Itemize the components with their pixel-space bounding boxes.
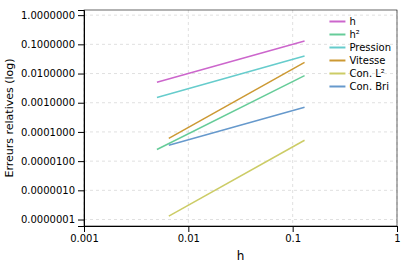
legend-item: h — [329, 16, 355, 27]
legend-swatch — [329, 60, 345, 62]
y-grid-line — [84, 219, 397, 220]
legend: h h² Pression Vitesse Con. L² Con. Bri — [329, 16, 391, 92]
legend-label: Pression — [349, 42, 391, 53]
grid — [84, 10, 397, 226]
x-tick-mark — [397, 226, 398, 232]
x-tick: 0.1 — [285, 226, 301, 244]
y-tick-mark — [78, 15, 84, 16]
y-tick-mark — [78, 132, 84, 133]
legend-swatch — [329, 47, 345, 49]
legend-swatch — [329, 73, 345, 75]
series-line — [169, 140, 305, 216]
y-tick: 0.0100000 — [21, 68, 84, 79]
y-tick: 0.0010000 — [21, 97, 84, 108]
x-axis-line — [85, 227, 398, 233]
y-tick-mark — [78, 190, 84, 191]
legend-swatch — [329, 21, 345, 23]
y-tick-label: 0.0100000 — [21, 68, 75, 79]
y-tick-label: 0.0001000 — [21, 127, 75, 138]
y-tick-label: 0.0000001 — [21, 214, 75, 225]
x-grid-line — [188, 10, 189, 226]
legend-label: h — [349, 16, 355, 27]
y-grid-line — [84, 102, 397, 103]
legend-item: h² — [329, 29, 359, 40]
legend-label: Vitesse — [349, 55, 385, 66]
x-tick-label: 0.1 — [285, 233, 301, 244]
legend-swatch — [329, 86, 345, 88]
series-line — [157, 76, 305, 150]
y-grid-line — [84, 161, 397, 162]
legend-item: Pression — [329, 42, 391, 53]
legend-item: Con. L² — [329, 68, 384, 79]
x-tick-mark — [293, 226, 294, 232]
y-grid-line — [84, 190, 397, 191]
y-tick-label: 1.0000000 — [21, 10, 75, 21]
y-tick-mark — [78, 220, 84, 221]
x-tick-mark — [188, 226, 189, 232]
plot-area: 0.001 0.01 0.1 1 0.0000001 0.0000010 0.0000100… — [21, 10, 401, 244]
x-tick-label: 0.001 — [70, 233, 99, 244]
legend-label: h² — [349, 29, 359, 40]
legend-label: Con. L² — [349, 68, 384, 79]
y-tick-mark — [78, 103, 84, 104]
x-grid-line — [292, 10, 293, 226]
y-tick-mark — [78, 74, 84, 75]
legend-swatch — [329, 34, 345, 36]
chart: 0.001 0.01 0.1 1 0.0000001 0.0000010 0.0000100… — [0, 0, 409, 266]
y-grid-line — [84, 131, 397, 132]
y-tick-label: 0.0000100 — [21, 156, 75, 167]
y-tick-label: 0.0000010 — [21, 185, 75, 196]
x-tick: 1 — [394, 226, 400, 244]
y-tick: 0.1000000 — [21, 39, 84, 50]
x-tick: 0.01 — [178, 226, 200, 244]
x-tick: 0.001 — [70, 226, 99, 244]
y-tick: 1.0000000 — [21, 10, 84, 21]
legend-label: Con. Bri — [349, 81, 389, 92]
y-tick: 0.0001000 — [21, 127, 84, 138]
x-axis-title: h — [237, 249, 245, 263]
y-tick-label: 0.0010000 — [21, 97, 75, 108]
y-tick-label: 0.1000000 — [21, 39, 75, 50]
y-tick: 0.0000010 — [21, 185, 84, 196]
y-tick: 0.0000100 — [21, 156, 84, 167]
x-axis: 0.001 0.01 0.1 1 — [70, 226, 401, 244]
x-tick-label: 1 — [394, 233, 400, 244]
y-tick: 0.0000001 — [21, 214, 84, 225]
y-axis-title: Erreurs relatives (log) — [3, 58, 16, 177]
series-line — [157, 56, 305, 98]
y-axis-line — [78, 11, 85, 227]
lines — [157, 41, 305, 216]
y-tick-mark — [78, 161, 84, 162]
plot-frame — [84, 10, 397, 226]
series-line — [169, 107, 305, 145]
legend-item: Vitesse — [329, 55, 385, 66]
x-tick-label: 0.01 — [178, 233, 200, 244]
y-tick-mark — [78, 44, 84, 45]
legend-item: Con. Bri — [329, 81, 389, 92]
y-axis: 0.0000001 0.0000010 0.0000100 0.0001000 0.00… — [21, 10, 85, 227]
